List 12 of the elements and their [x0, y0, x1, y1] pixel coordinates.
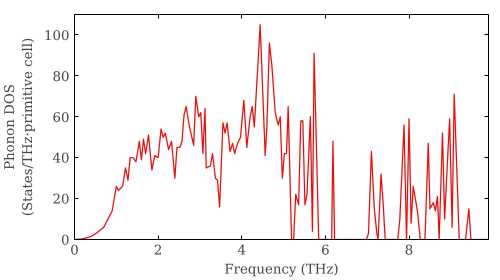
- x-tick-label: 8: [404, 244, 414, 258]
- y-axis-title: Phonon DOS (States/THz·primitive cell): [3, 38, 36, 216]
- x-tick-label: 4: [238, 244, 246, 258]
- x-axis-title: Frequency (THz): [224, 262, 339, 278]
- y-tick-label: 100: [44, 28, 70, 44]
- x-tick-label: 2: [154, 244, 162, 258]
- x-tick-label: 6: [321, 244, 330, 258]
- y-tick-label: 80: [52, 70, 70, 85]
- y-tick-label: 40: [52, 152, 70, 167]
- y-tick-label: 20: [52, 192, 70, 208]
- y-tick-label: 0: [61, 234, 70, 248]
- y-tick-label: 60: [52, 110, 70, 126]
